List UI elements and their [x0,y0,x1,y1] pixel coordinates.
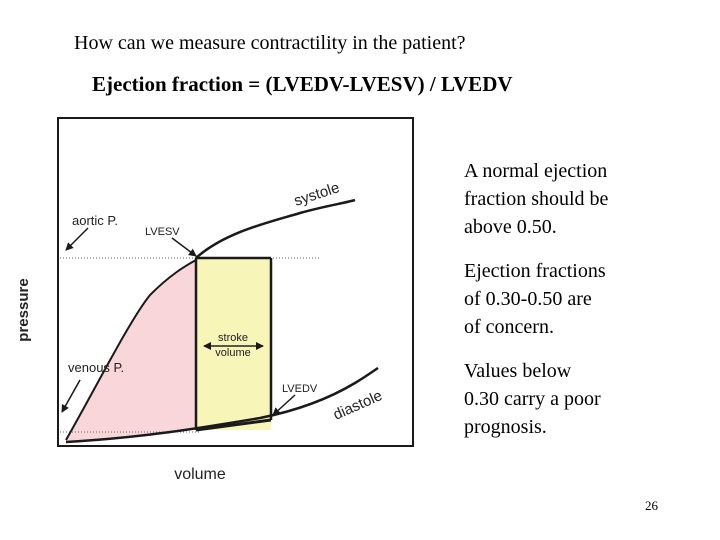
ejection-fraction-formula: Ejection fraction = (LVEDV-LVESV) / LVED… [92,72,513,96]
note-line: A normal ejection [464,160,608,182]
lvedv-arrow [272,394,296,416]
note-line: 0.30 carry a poor [464,388,601,410]
note-line: of 0.30-0.50 are [464,288,592,310]
stroke-volume-label-line1: stroke [218,332,248,344]
stroke-volume-label-line2: volume [215,347,250,359]
pressure-axis-label: pressure [15,278,32,341]
filling-line [195,418,272,432]
note-line: prognosis. [464,416,547,438]
ejection-area [66,260,196,442]
note-line: fraction should be [464,188,609,210]
ejection-curve [65,259,197,441]
lvedv-label: LVEDV [282,383,318,395]
note-poor-prognosis: Values below 0.30 carry a poor prognosis… [464,357,664,441]
note-line: of concern. [464,316,554,338]
page-number: 26 [645,498,658,513]
stroke-volume-area [196,258,271,430]
systole-curve [195,198,356,259]
diastole-curve [65,366,379,444]
note-concern: Ejection fractions of 0.30-0.50 are of c… [464,257,664,341]
note-line: Ejection fractions [464,260,606,282]
note-normal: A normal ejection fraction should be abo… [464,157,664,241]
volume-axis-label: volume [174,466,226,483]
aortic-pressure-label: aortic P. [72,213,118,228]
note-line: Values below [464,360,572,382]
lvesv-arrow [171,237,197,257]
aortic-arrow [65,227,89,251]
venous-arrow [61,379,81,413]
venous-pressure-label: venous P. [68,360,124,375]
slide-heading: How can we measure contractility in the … [74,32,466,54]
lvesv-label: LVESV [145,226,180,238]
note-line: above 0.50. [464,216,557,238]
